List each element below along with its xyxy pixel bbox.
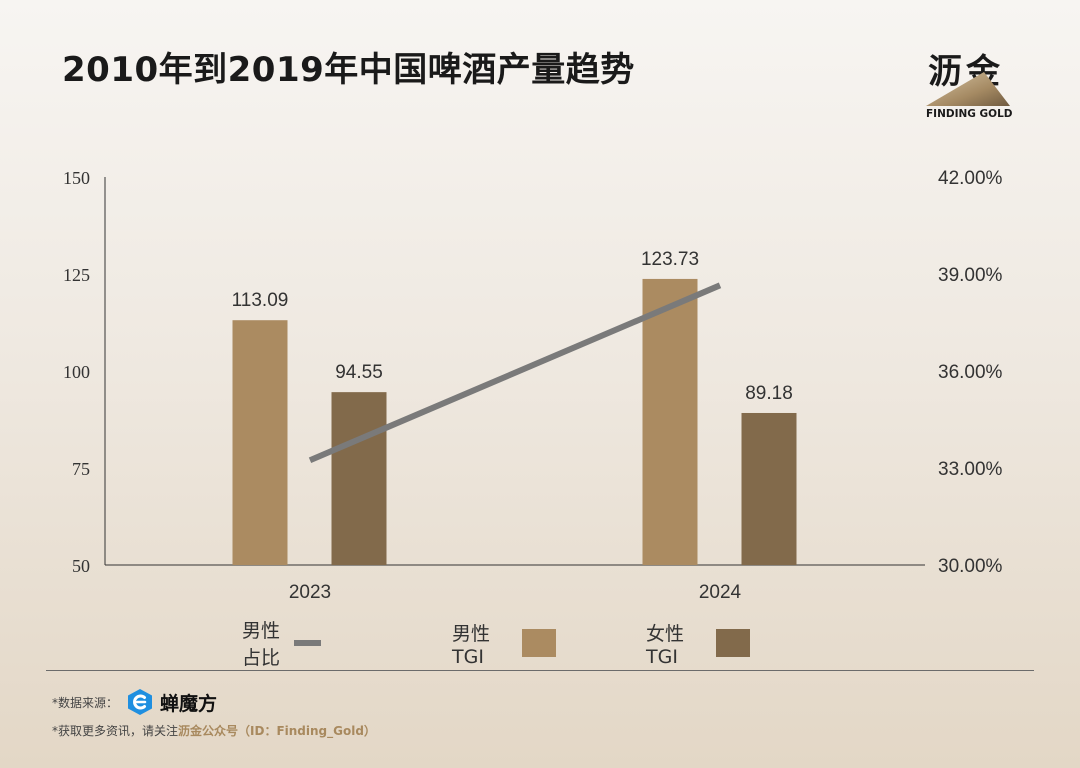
y-tick-label: 50 bbox=[72, 556, 90, 576]
y2-tick-label: 33.00% bbox=[938, 459, 1003, 480]
legend-line-swatch bbox=[293, 640, 322, 646]
follow-note: *获取更多资讯，请关注沥金公众号（ID：Finding_Gold） bbox=[52, 722, 376, 739]
y-tick-label: 150 bbox=[63, 168, 90, 188]
chanmofang-logo-icon bbox=[128, 689, 153, 715]
legend-label: 女性TGI bbox=[646, 622, 685, 668]
legend-box-swatch bbox=[521, 629, 556, 657]
data-label: 89.18 bbox=[745, 383, 793, 404]
y2-tick-label: 36.00% bbox=[938, 362, 1003, 383]
legend-label: 男性占比 bbox=[242, 620, 281, 669]
y-tick-label: 100 bbox=[63, 362, 90, 382]
legend-item-male-tgi: 男性TGI bbox=[452, 623, 556, 668]
brand-logo: 沥金 FINDING GOLD bbox=[920, 42, 1020, 122]
y-tick-label: 125 bbox=[63, 265, 90, 285]
note-prefix: *获取更多资讯，请关注 bbox=[52, 724, 179, 738]
footer-divider bbox=[46, 670, 1034, 671]
legend-label: 男性TGI bbox=[452, 622, 491, 668]
data-label: 94.55 bbox=[335, 362, 383, 383]
page-title: 2010年到2019年中国啤酒产量趋势 bbox=[62, 50, 635, 90]
chart: 50 75 100 125 150 30.00% 33.00% 36.00% 39.00% 42.… bbox=[63, 168, 1003, 603]
y2-tick-label: 30.00% bbox=[938, 556, 1003, 577]
y-tick-label: 75 bbox=[72, 459, 90, 479]
data-source: *数据来源： 蝉魔方 bbox=[52, 688, 217, 716]
x-tick-label: 2024 bbox=[699, 582, 742, 603]
brand-name: 蝉魔方 bbox=[160, 692, 218, 715]
source-label: *数据来源： bbox=[52, 695, 119, 710]
bar bbox=[741, 412, 797, 565]
logo-triangle-icon bbox=[926, 72, 1010, 106]
bar bbox=[331, 392, 387, 565]
data-label: 123.73 bbox=[641, 249, 699, 270]
logo-en-text: FINDING GOLD bbox=[926, 108, 1013, 120]
series-line bbox=[308, 282, 722, 463]
y2-tick-label: 39.00% bbox=[938, 265, 1003, 286]
data-label: 113.09 bbox=[232, 290, 289, 311]
legend-box-swatch bbox=[715, 629, 750, 657]
legend-item-male-share: 男性占比 bbox=[242, 620, 322, 669]
bar bbox=[642, 278, 698, 565]
legend-item-female-tgi: 女性TGI bbox=[646, 623, 750, 668]
bar bbox=[232, 320, 288, 565]
note-highlight: 沥金公众号（ID：Finding_Gold） bbox=[178, 724, 376, 738]
x-tick-label: 2023 bbox=[289, 582, 331, 603]
y2-tick-label: 42.00% bbox=[938, 168, 1003, 189]
